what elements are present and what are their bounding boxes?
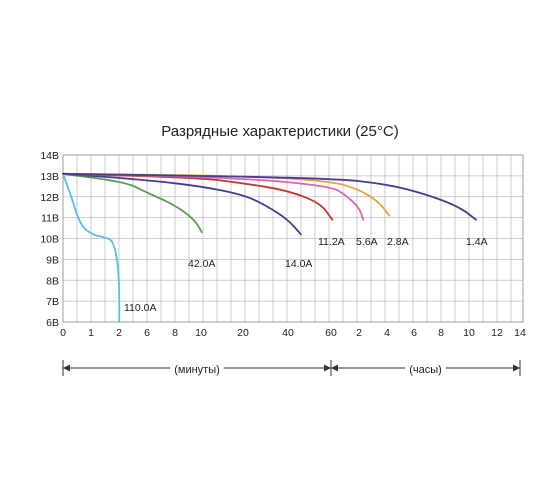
curve-labels: 110.0A 42.0A 14.0A 11.2A 5.6A 2.8A 1.4A bbox=[124, 236, 488, 314]
x-tick-label: 12 bbox=[491, 327, 503, 339]
x-tick-label: 8 bbox=[438, 327, 444, 339]
series-line-14.0A bbox=[62, 172, 302, 236]
x-tick-label: 14 bbox=[514, 327, 526, 339]
curve-label-11.2A: 11.2A bbox=[318, 236, 345, 248]
y-tick-label: 11В bbox=[41, 213, 59, 225]
segment-label-bg bbox=[405, 363, 446, 377]
y-tick-label: 9В bbox=[46, 254, 59, 266]
x-axis-ticks: 0 1 2 6 8 10 20 40 60 2 4 6 8 10 12 14 bbox=[60, 327, 526, 339]
y-tick-label: 13В bbox=[40, 171, 59, 183]
series-line-42.0A bbox=[62, 172, 203, 234]
arrow-right-icon bbox=[324, 364, 331, 372]
x-tick-label: 40 bbox=[282, 327, 294, 339]
y-tick-label: 10В bbox=[40, 234, 59, 246]
series-line-1.4A bbox=[62, 172, 477, 221]
x-tick-label: 0 bbox=[60, 327, 66, 339]
plot-frame bbox=[62, 154, 524, 323]
x-tick-label: 60 bbox=[325, 327, 337, 339]
y-tick-label: 7В bbox=[46, 296, 59, 308]
x-tick-label: 2 bbox=[356, 327, 362, 339]
y-tick-label: 12В bbox=[40, 192, 59, 204]
x-tick-label: 20 bbox=[237, 327, 249, 339]
series-layer bbox=[62, 172, 477, 323]
x-tick-label: 10 bbox=[195, 327, 207, 339]
arrow-right-icon bbox=[513, 364, 520, 372]
x-tick-label: 8 bbox=[172, 327, 178, 339]
x-tick-label: 6 bbox=[144, 327, 150, 339]
x-unit-segments: (минуты) (часы) bbox=[62, 360, 521, 377]
arrow-left-icon bbox=[63, 364, 70, 372]
x-tick-label: 2 bbox=[116, 327, 122, 339]
chart-title: Разрядные характеристики (25°C) bbox=[161, 123, 398, 140]
y-axis-ticks: 14В 13В 12В 11В 10В 9В 8В 7В 6В bbox=[40, 150, 59, 329]
segment-label: (минуты) bbox=[174, 364, 220, 376]
curve-label-1.4A: 1.4A bbox=[466, 236, 488, 248]
grid bbox=[62, 154, 524, 323]
curve-label-110.0A: 110.0A bbox=[124, 302, 157, 314]
curve-label-5.6A: 5.6A bbox=[356, 236, 378, 248]
x-tick-label: 6 bbox=[411, 327, 417, 339]
arrow-left-icon bbox=[331, 364, 338, 372]
y-tick-label: 14В bbox=[40, 150, 59, 162]
x-tick-label: 10 bbox=[463, 327, 475, 339]
curve-label-2.8A: 2.8A bbox=[387, 236, 409, 248]
series-line-110.0A bbox=[62, 172, 121, 323]
segment-label: (часы) bbox=[409, 364, 442, 376]
curve-label-42.0A: 42.0A bbox=[188, 258, 215, 270]
y-tick-label: 6В bbox=[46, 317, 59, 329]
y-tick-label: 8В bbox=[46, 275, 59, 287]
x-tick-label: 1 bbox=[88, 327, 94, 339]
x-tick-label: 4 bbox=[384, 327, 390, 339]
segment-label-bg bbox=[170, 363, 224, 377]
curve-label-14.0A: 14.0A bbox=[285, 258, 312, 270]
